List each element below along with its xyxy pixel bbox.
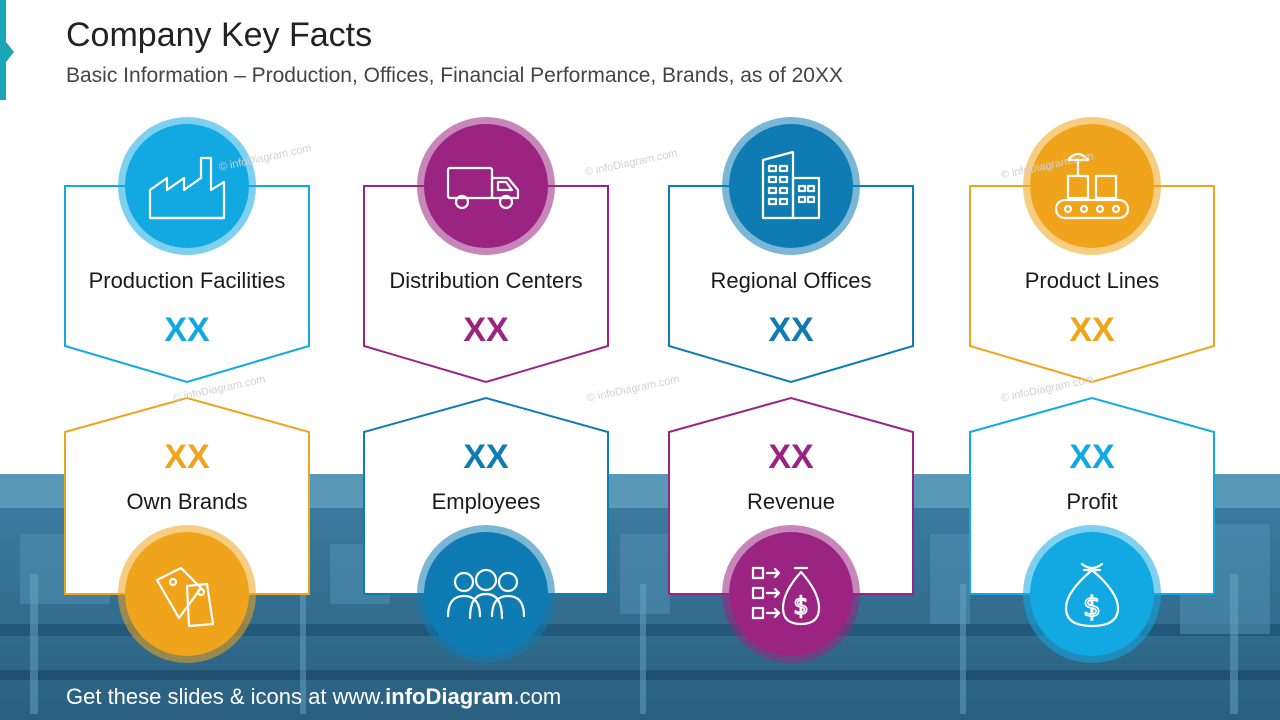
card-value: XX bbox=[1069, 438, 1115, 476]
card-outline bbox=[668, 185, 914, 384]
card-label: Revenue bbox=[746, 489, 836, 514]
page-title: Company Key Facts bbox=[66, 16, 373, 54]
card-outline bbox=[64, 396, 310, 595]
card-outline bbox=[363, 396, 609, 595]
footer-text: Get these slides & icons at www.infoDiag… bbox=[66, 684, 561, 710]
card-outline bbox=[969, 185, 1215, 384]
factory-icon bbox=[148, 156, 226, 220]
card-value: XX bbox=[768, 311, 814, 349]
card-outline bbox=[969, 396, 1215, 595]
accent-bar bbox=[0, 0, 6, 100]
price-tags-icon bbox=[155, 566, 215, 628]
card-outline bbox=[668, 396, 914, 595]
people-group-icon bbox=[446, 568, 526, 620]
card-label: Production Facilities bbox=[88, 268, 286, 293]
footer-brand: infoDiagram bbox=[385, 684, 514, 709]
accent-notch bbox=[6, 42, 14, 62]
page-subtitle: Basic Information – Production, Offices,… bbox=[66, 64, 843, 87]
money-bag-icon: $ bbox=[1064, 562, 1120, 628]
card-outline bbox=[363, 185, 609, 384]
footer-prefix: Get these slides & icons at www. bbox=[66, 684, 386, 709]
card-outline bbox=[64, 185, 310, 384]
conveyor-belt-icon bbox=[1054, 152, 1130, 220]
card-value: XX bbox=[164, 311, 210, 349]
card-value: XX bbox=[768, 438, 814, 476]
svg-text:$: $ bbox=[793, 592, 808, 620]
card-value: XX bbox=[463, 311, 509, 349]
card-value: XX bbox=[463, 438, 509, 476]
footer-suffix: .com bbox=[513, 684, 562, 709]
icon-circle bbox=[1030, 532, 1154, 656]
card-value: XX bbox=[164, 438, 210, 476]
card-label: Own Brands bbox=[126, 489, 248, 514]
office-building-icon bbox=[761, 150, 821, 220]
money-flow-icon: $ bbox=[751, 566, 821, 626]
icon-circle bbox=[729, 124, 853, 248]
card-label: Product Lines bbox=[1024, 268, 1160, 293]
card-label: Profit bbox=[1066, 489, 1118, 514]
card-label: Distribution Centers bbox=[389, 268, 583, 293]
icon-circle bbox=[729, 532, 853, 656]
truck-icon bbox=[446, 166, 520, 210]
card-label: Employees bbox=[431, 489, 541, 514]
card-value: XX bbox=[1069, 311, 1115, 349]
card-label: Regional Offices bbox=[710, 268, 872, 293]
svg-text:$: $ bbox=[1083, 590, 1101, 623]
icon-circle bbox=[424, 124, 548, 248]
